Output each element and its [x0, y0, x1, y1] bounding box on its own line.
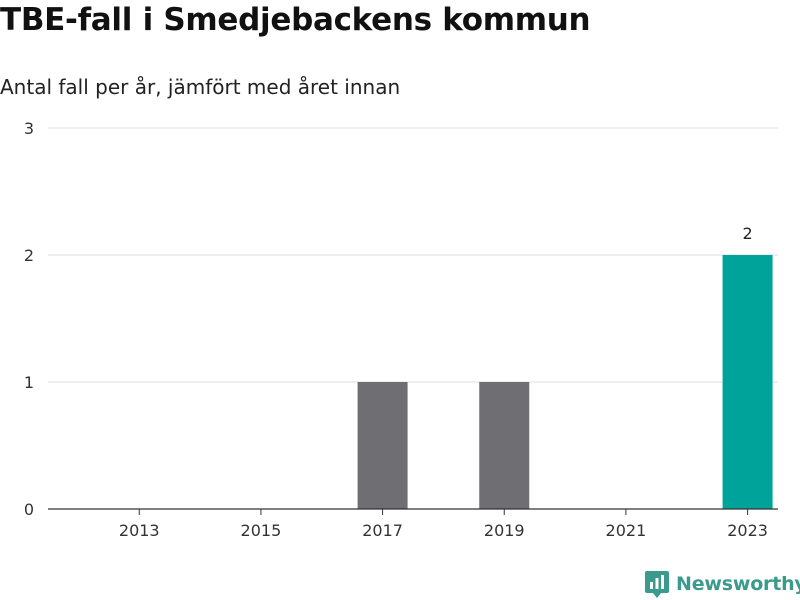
chart-title: TBE-fall i Smedjebackens kommun — [0, 2, 591, 38]
bar — [479, 382, 530, 509]
y-tick-label: 1 — [24, 373, 34, 392]
y-tick-label: 2 — [24, 246, 34, 265]
newsworthy-logo-icon — [645, 571, 669, 598]
x-tick-label: 2023 — [727, 521, 768, 540]
brand-logo: Newsworthy — [644, 569, 800, 599]
chart-subtitle: Antal fall per år, jämfört med året inna… — [0, 75, 401, 99]
x-tick-label: 2013 — [119, 521, 160, 540]
x-tick-label: 2015 — [241, 521, 282, 540]
bar — [357, 382, 408, 509]
data-label: 2 — [742, 224, 752, 243]
y-tick-label: 0 — [24, 500, 34, 519]
x-tick-label: 2021 — [606, 521, 647, 540]
x-tick-label: 2019 — [484, 521, 525, 540]
y-tick-label: 3 — [24, 119, 34, 138]
x-tick-label: 2017 — [362, 521, 403, 540]
brand-name: Newsworthy — [676, 573, 800, 595]
bar — [722, 255, 773, 509]
